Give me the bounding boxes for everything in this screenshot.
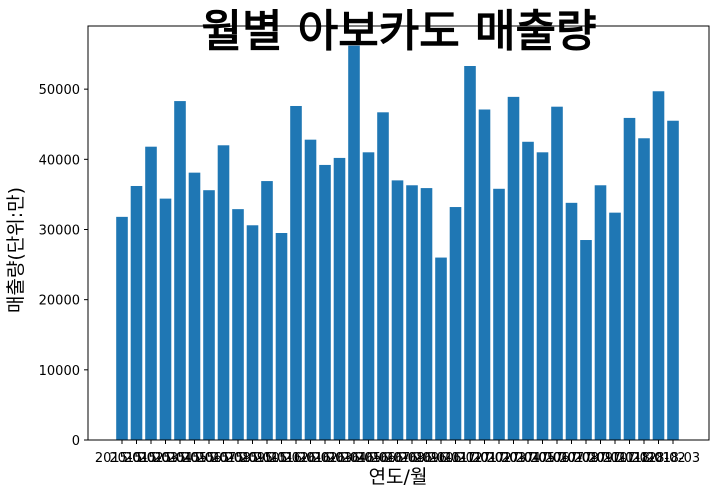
x-tick-label: 2015-09 — [211, 451, 265, 466]
x-tick-label: 2015-06 — [167, 451, 221, 466]
x-tick-label: 2016-11 — [414, 451, 468, 466]
plot-frame — [87, 25, 710, 441]
x-tick-label: 2015-03 — [124, 451, 178, 466]
bar — [232, 209, 244, 440]
x-tick-label: 2015-07 — [182, 451, 236, 466]
x-tick-label: 2016-06 — [341, 451, 395, 466]
x-tick-label: 2016-08 — [370, 451, 424, 466]
x-tick-label: 2017-06 — [515, 451, 569, 466]
x-tick-label: 2016-12 — [428, 451, 482, 466]
bar — [116, 216, 128, 440]
x-tick-label: 2015-04 — [138, 451, 192, 466]
bar — [478, 109, 491, 440]
bar — [319, 164, 331, 440]
bar — [580, 240, 592, 440]
y-axis-ticks: 0 10000 20000 30000 40000 50000 — [39, 83, 88, 449]
bar — [638, 138, 650, 440]
bar — [406, 185, 418, 440]
bar — [246, 225, 259, 440]
bar — [348, 45, 360, 441]
x-tick-label: 2017-10 — [573, 451, 627, 466]
bar — [130, 185, 143, 440]
x-tick-label: 2015-11 — [240, 451, 294, 466]
x-tick-label: 2016-05 — [327, 451, 381, 466]
bar — [174, 101, 186, 440]
chart-title: 월별 아보카도 매출량 — [202, 6, 597, 57]
x-tick-label: 2015-08 — [196, 451, 250, 466]
y-tick-label: 30000 — [39, 223, 80, 238]
x-tick-label: 2017-09 — [559, 451, 613, 466]
x-tick-label: 2016-10 — [399, 451, 453, 466]
bar — [377, 112, 389, 440]
y-axis-label: 매출량(단위:만) — [5, 187, 27, 313]
x-tick-label: 2015-01 — [95, 451, 149, 466]
x-tick-label: 2017-11 — [588, 451, 642, 466]
y-tick-label: 50000 — [39, 83, 80, 98]
bar — [333, 157, 346, 441]
bar — [159, 198, 172, 440]
x-axis-label: 연도/월 — [369, 466, 428, 488]
y-tick-label: 20000 — [39, 294, 80, 309]
bar — [304, 139, 317, 441]
x-tick-label: 2015-10 — [225, 451, 279, 466]
bar — [464, 66, 476, 440]
x-tick-label: 2015-12 — [254, 451, 308, 466]
x-tick-label: 2015-05 — [153, 451, 207, 466]
bar — [449, 207, 462, 440]
x-tick-label: 2018-01 — [617, 451, 671, 466]
x-tick-label: 2017-07 — [530, 451, 584, 466]
y-tick-label: 40000 — [39, 153, 80, 168]
bars-group — [116, 45, 679, 441]
bar — [188, 172, 201, 440]
x-tick-label: 2016-07 — [356, 451, 410, 466]
bar — [594, 185, 607, 440]
bar — [145, 146, 157, 440]
bar — [290, 105, 302, 441]
x-tick-label: 2015-02 — [109, 451, 163, 466]
bar — [507, 96, 520, 441]
x-tick-label: 2017-02 — [457, 451, 511, 466]
bar — [493, 188, 505, 440]
y-tick-label: 0 — [72, 434, 80, 449]
x-tick-label: 2016-01 — [269, 451, 323, 466]
bar — [362, 152, 375, 440]
bar — [652, 91, 665, 440]
bar — [565, 202, 578, 440]
x-tick-label: 2017-03 — [472, 451, 526, 466]
x-tick-label: 2017-08 — [544, 451, 598, 466]
x-tick-label: 2018-03 — [646, 451, 700, 466]
bar — [203, 190, 215, 440]
x-tick-label: 2016-04 — [312, 451, 366, 466]
bar — [435, 257, 447, 440]
bar — [275, 233, 288, 440]
x-tick-label: 2016-02 — [283, 451, 337, 466]
bar — [623, 117, 636, 441]
bar — [551, 106, 563, 440]
x-tick-label: 2017-05 — [501, 451, 555, 466]
bar — [609, 212, 621, 440]
bar — [391, 180, 404, 440]
x-tick-label: 2017-01 — [443, 451, 497, 466]
bar — [420, 188, 433, 440]
x-tick-label: 2016-09 — [385, 451, 439, 466]
x-tick-label: 2017-12 — [602, 451, 656, 466]
bar — [217, 145, 230, 441]
x-tick-label: 2018-02 — [631, 451, 685, 466]
bar — [261, 181, 273, 440]
bar — [536, 152, 549, 440]
x-tick-label: 2016-03 — [298, 451, 352, 466]
x-tick-label: 2017-04 — [486, 451, 540, 466]
bar — [522, 141, 534, 440]
x-axis-ticks: 2015-012015-022015-032015-042015-052015-… — [95, 440, 700, 466]
y-tick-label: 10000 — [39, 364, 80, 379]
bar — [667, 120, 679, 440]
